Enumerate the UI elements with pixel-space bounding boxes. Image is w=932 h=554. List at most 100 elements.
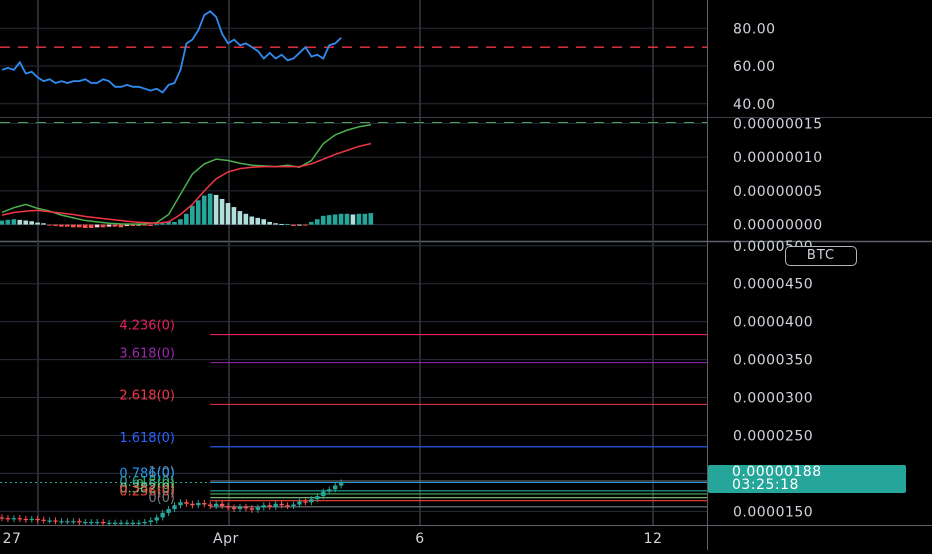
rsi-axis-label: 80.00 [733,21,776,37]
candle-body [243,506,249,509]
histogram-bar [273,223,278,225]
histogram-bar [207,193,213,225]
histogram-bar [279,223,284,225]
histogram-bar [338,213,344,225]
histogram-bar [59,224,64,227]
candle-body [303,501,308,503]
candle-body [118,522,124,524]
candle-body [41,519,46,521]
histogram-bar [160,223,165,225]
candle-body [255,507,261,510]
histogram-bar [35,222,40,225]
histogram-bar [106,224,112,227]
histogram-bar [142,224,147,226]
macd-line [1,124,372,225]
currency-badge[interactable]: BTC [785,246,857,266]
candle-body [196,502,201,506]
price-axis-label: 0.0000300 [733,391,813,407]
histogram-bar [249,216,255,225]
candle-body [23,518,28,521]
histogram-bar [94,224,100,228]
histogram-bar [309,221,314,225]
fib-level-label: 0.618(0) [119,475,175,490]
histogram-bar [243,213,249,225]
histogram-bar [178,219,183,225]
candle-body [225,506,231,508]
histogram-bar [285,223,290,225]
time-axis-label: 27 [3,531,22,547]
candle-body [124,522,130,524]
candle-body [338,482,344,486]
histogram-bar [225,203,231,225]
histogram-bar [23,220,28,225]
candle-body [202,502,207,505]
current-price-value: 0.00000188 [732,464,822,480]
rsi-axis-label: 40.00 [733,97,776,113]
candle-body [309,499,314,503]
histogram-bar [71,224,76,228]
candle-body [208,504,213,507]
candle-body [172,505,177,510]
histogram-bar [237,211,243,225]
candle-body [77,521,82,523]
histogram-bar [255,217,261,225]
candle-body [11,518,17,520]
candle-body [315,496,320,500]
fib-level-label: 0.786(0) [119,467,175,482]
histogram-bar [76,224,82,228]
histogram-bar [0,220,5,225]
histogram-bar [332,214,338,225]
histogram-bar [356,213,362,225]
candle-body [100,521,106,524]
histogram-bar [11,219,17,225]
candle-body [154,517,159,521]
histogram-bar [267,221,272,225]
histogram-bar [213,194,219,225]
candle-body [321,491,326,497]
macd-axis-label: 0.00000015 [733,116,823,132]
candle-body [83,521,88,524]
fib-level-label: 0.382(0) [119,482,175,497]
candle-body [53,520,58,522]
fib-level-label: 0.5(0) [136,478,175,493]
candle-body [5,518,11,520]
fib-level-label: 3.618(0) [119,347,175,362]
histogram-bar [303,224,308,226]
candle-body [231,507,237,510]
histogram-bar [314,219,320,225]
candle-body [291,504,296,507]
histogram-bar [297,224,302,226]
price-axis-label: 0.0000450 [733,277,813,293]
candle-body [279,503,284,506]
candle-body [71,521,76,523]
candle-body [285,505,290,507]
time-axis-label: 6 [415,531,424,547]
candle-body [166,509,171,513]
histogram-bar [350,214,356,225]
histogram-bar [118,224,124,228]
candle-body [327,489,332,492]
candle-body [249,508,255,510]
histogram-bar [291,224,296,226]
histogram-bar [17,219,23,225]
bar-countdown: 03:25:18 [732,477,799,493]
time-axis-label: Apr [213,531,239,547]
histogram-bar [47,224,52,226]
candle-body [130,522,136,524]
histogram-bar [29,221,34,225]
candle-body [142,521,147,524]
rsi-axis-label: 60.00 [733,59,776,75]
fib-level-label: 0(0) [148,491,175,506]
candle-body [160,512,165,518]
candle-body [219,503,225,507]
fib-level-label: 1.618(0) [119,431,175,446]
candle-body [333,485,338,490]
histogram-bar [53,224,58,226]
candle-body [136,522,142,524]
macd-axis-label: 0.00000005 [733,184,823,200]
candle-body [184,502,189,504]
candle-body [0,517,5,519]
candle-body [297,501,302,505]
